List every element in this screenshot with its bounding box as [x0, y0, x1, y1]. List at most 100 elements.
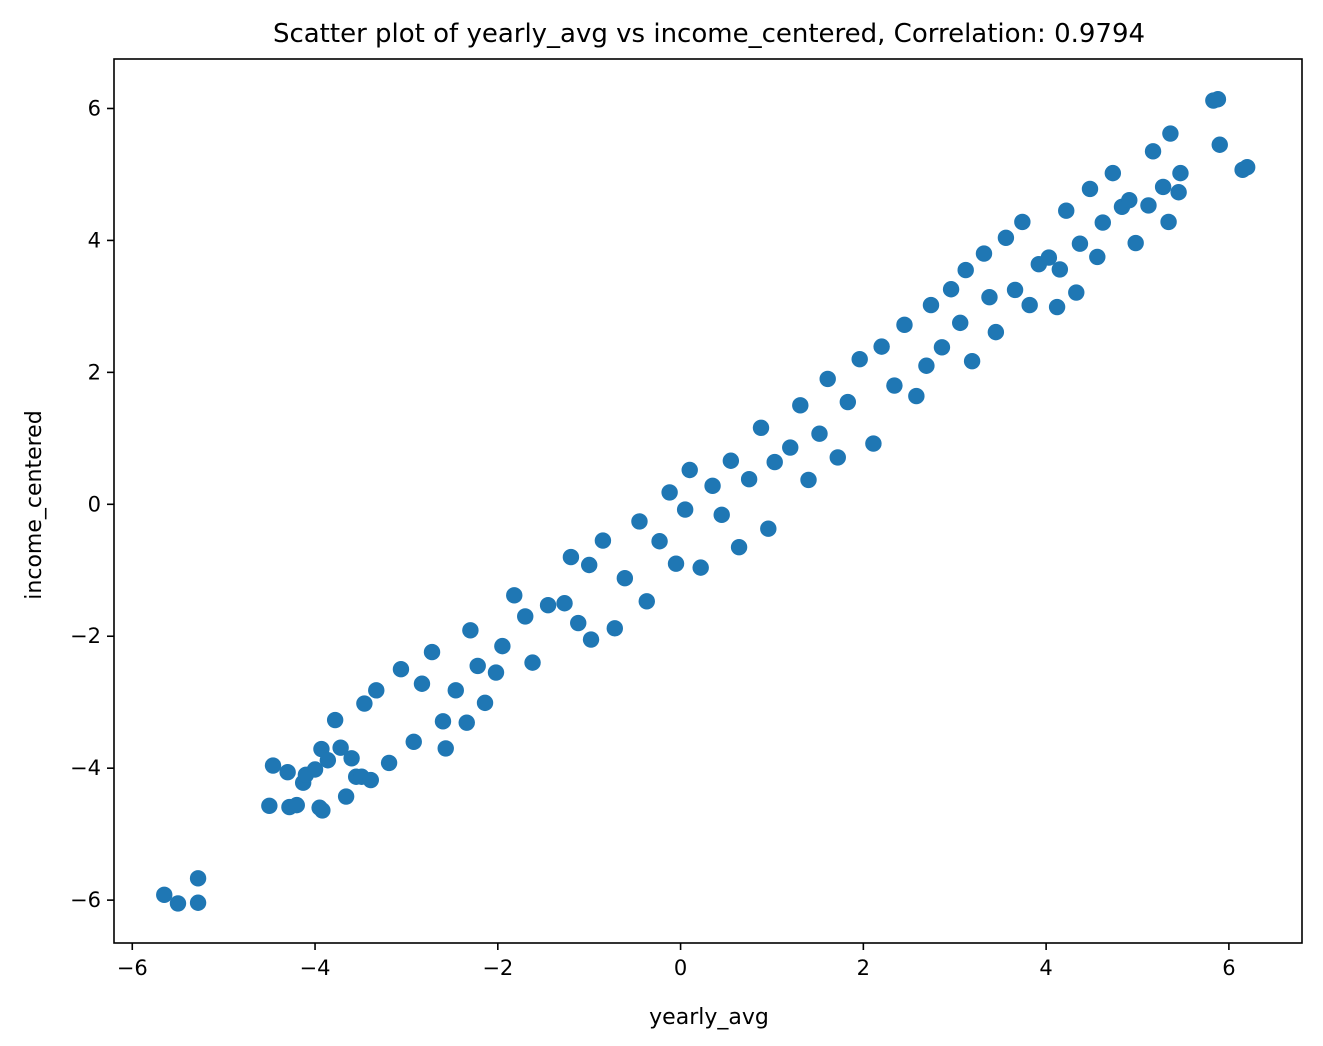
y-tick-label: −6	[70, 888, 101, 912]
scatter-point	[631, 513, 648, 530]
scatter-point	[957, 261, 974, 279]
scatter-point	[1162, 125, 1179, 142]
scatter-point	[896, 316, 913, 334]
scatter-point	[1021, 296, 1038, 314]
scatter-point	[616, 569, 634, 587]
scatter-point	[997, 229, 1015, 246]
x-tick-label: 4	[1039, 956, 1052, 980]
scatter-point	[423, 643, 441, 661]
scatter-point	[667, 555, 685, 572]
scatter-point	[570, 614, 587, 632]
scatter-point	[1058, 202, 1075, 219]
scatter-point	[918, 357, 935, 374]
x-tick-label: −2	[482, 956, 513, 980]
scatter-point	[851, 350, 868, 368]
scatter-point	[1170, 184, 1187, 201]
scatter-point	[651, 533, 668, 550]
scatter-point	[1238, 158, 1256, 176]
scatter-point	[594, 532, 612, 549]
scatter-point	[1211, 136, 1228, 153]
scatter-point	[562, 548, 580, 566]
scatter-point	[494, 637, 511, 655]
scatter-point	[740, 471, 758, 488]
scatter-point	[319, 752, 337, 769]
scatter-point	[437, 740, 454, 757]
scatter-point	[1014, 213, 1031, 231]
y-tick-label: 6	[88, 96, 101, 120]
scatter-point	[963, 352, 981, 370]
scatter-point	[722, 452, 740, 469]
scatter-point	[981, 288, 998, 306]
y-axis-label: income_centered	[22, 410, 47, 599]
scatter-point	[279, 763, 296, 781]
scatter-point	[434, 713, 452, 730]
scatter-point	[447, 682, 464, 699]
x-tick-label: 2	[857, 956, 870, 980]
x-tick-label: 6	[1222, 956, 1235, 980]
scatter-point	[681, 461, 698, 479]
scatter-point	[942, 281, 960, 298]
scatter-point	[661, 484, 678, 501]
scatter-point	[169, 895, 187, 912]
scatter-point	[952, 314, 969, 332]
scatter-point	[539, 597, 557, 614]
scatter-point	[1140, 197, 1157, 214]
scatter-point	[413, 675, 431, 692]
scatter-point	[1068, 284, 1085, 301]
scatter-point	[713, 506, 730, 524]
scatter-point	[975, 245, 993, 262]
scatter-point	[638, 593, 655, 610]
scatter-point	[362, 771, 379, 789]
scatter-point	[405, 733, 422, 750]
scatter-point	[766, 453, 783, 471]
scatter-point	[908, 387, 925, 405]
scatter-point	[326, 711, 344, 729]
scatter-point	[156, 886, 173, 904]
scatter-point	[1144, 143, 1162, 160]
scatter-point	[676, 501, 694, 518]
scatter-point	[933, 339, 951, 356]
scatter-point	[356, 695, 373, 712]
scatter-point	[752, 419, 770, 436]
scatter-point	[462, 622, 479, 639]
y-tick-label: −2	[70, 624, 101, 648]
ticks-layer: −6 −4 −2 0 2 4 6 −6 −4 −2 0 2 4 6	[70, 96, 1236, 980]
scatter-point	[1209, 91, 1227, 108]
x-tick-label: −4	[300, 956, 331, 980]
scatter-point	[368, 682, 385, 699]
scatter-point	[1121, 191, 1138, 209]
y-tick-label: 2	[88, 360, 101, 384]
scatter-point	[1040, 249, 1058, 266]
x-tick-label: 0	[674, 956, 687, 980]
scatter-point	[704, 477, 721, 495]
scatter-point	[582, 631, 600, 648]
scatter-point	[476, 694, 494, 712]
y-tick-label: 4	[88, 228, 101, 252]
scatter-point	[288, 796, 305, 814]
scatter-point	[487, 664, 505, 681]
scatter-point	[189, 870, 207, 887]
scatter-point	[261, 797, 278, 814]
scatter-point	[1154, 178, 1172, 196]
scatter-point	[1094, 214, 1111, 231]
plot-frame	[113, 58, 1303, 944]
scatter-point	[1160, 213, 1177, 231]
scatter-point	[987, 323, 1005, 341]
scatter-point	[380, 754, 398, 772]
x-tick-label: −6	[117, 956, 148, 980]
scatter-point	[1051, 261, 1069, 278]
scatter-point	[692, 559, 709, 576]
scatter-point	[819, 370, 836, 388]
scatter-point	[469, 657, 486, 675]
scatter-point	[839, 393, 857, 411]
scatter-point	[524, 654, 541, 671]
scatter-point	[865, 435, 882, 452]
scatter-point	[189, 894, 207, 911]
scatter-point	[1006, 281, 1024, 299]
points-layer	[156, 91, 1256, 912]
scatter-point	[782, 439, 799, 456]
scatter-point	[306, 761, 324, 778]
scatter-point	[506, 587, 523, 604]
scatter-point	[1071, 235, 1089, 252]
scatter-point	[581, 556, 598, 574]
